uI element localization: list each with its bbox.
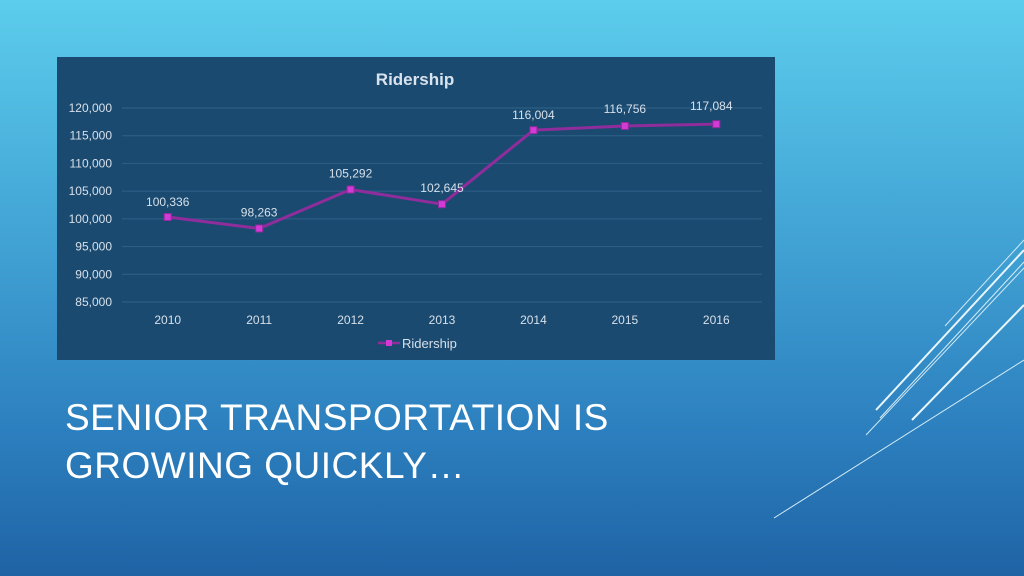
legend: Ridership: [378, 336, 457, 351]
x-tick-label: 2012: [337, 313, 364, 327]
deco-line: [865, 267, 1024, 436]
data-point: [255, 224, 264, 233]
series-ridership: [163, 120, 721, 233]
deco-line: [879, 261, 1024, 419]
y-tick-label: 85,000: [75, 295, 112, 309]
data-point: [346, 185, 355, 194]
deco-line: [875, 249, 1024, 411]
data-label: 105,292: [329, 167, 373, 181]
data-point: [620, 121, 629, 130]
data-point: [163, 212, 172, 221]
x-tick-label: 2010: [154, 313, 181, 327]
gridlines: [122, 107, 762, 303]
legend-marker-swatch: [386, 340, 392, 346]
data-label: 100,336: [146, 195, 190, 209]
slide-title: SENIOR TRANSPORTATION IS GROWING QUICKLY…: [65, 394, 685, 490]
y-axis-ticks: 85,000 90,000 95,000 100,000 105,000 110,000 1…: [69, 101, 113, 309]
x-axis-ticks: 2010 2011 2012 2013 2014 2015 2016: [154, 313, 730, 327]
deco-line: [911, 304, 1024, 421]
x-tick-label: 2015: [612, 313, 639, 327]
x-tick-label: 2016: [703, 313, 730, 327]
y-tick-label: 120,000: [69, 101, 113, 115]
x-tick-label: 2014: [520, 313, 547, 327]
slide-title-line-2: GROWING QUICKLY…: [65, 445, 465, 486]
deco-line: [773, 359, 1024, 519]
data-label: 116,756: [604, 102, 647, 116]
ridership-chart: Ridership 85,000 90,000 95,000 100,000 105,0…: [69, 70, 762, 351]
data-label: 117,084: [690, 99, 733, 113]
data-point: [438, 200, 446, 209]
legend-label: Ridership: [402, 336, 457, 351]
data-point: [529, 126, 538, 135]
deco-line: [944, 239, 1024, 327]
slide-title-line-1: SENIOR TRANSPORTATION IS: [65, 397, 609, 438]
y-tick-label: 105,000: [69, 184, 113, 198]
y-tick-label: 90,000: [75, 267, 112, 281]
data-label: 98,263: [241, 205, 278, 219]
y-tick-label: 95,000: [75, 240, 112, 254]
data-label: 116,004: [512, 108, 555, 122]
y-tick-label: 110,000: [70, 156, 113, 170]
y-tick-label: 115,000: [70, 129, 113, 143]
data-labels: 100,336 98,263 105,292 102,645 116,004 116,75…: [146, 99, 733, 219]
chart-title: Ridership: [376, 70, 454, 89]
chart-panel: Ridership 85,000 90,000 95,000 100,000 105,0…: [57, 57, 775, 360]
x-tick-label: 2011: [246, 313, 272, 327]
data-point: [712, 120, 721, 129]
y-tick-label: 100,000: [69, 212, 113, 226]
data-label: 102,645: [420, 181, 464, 195]
x-tick-label: 2013: [429, 313, 456, 327]
